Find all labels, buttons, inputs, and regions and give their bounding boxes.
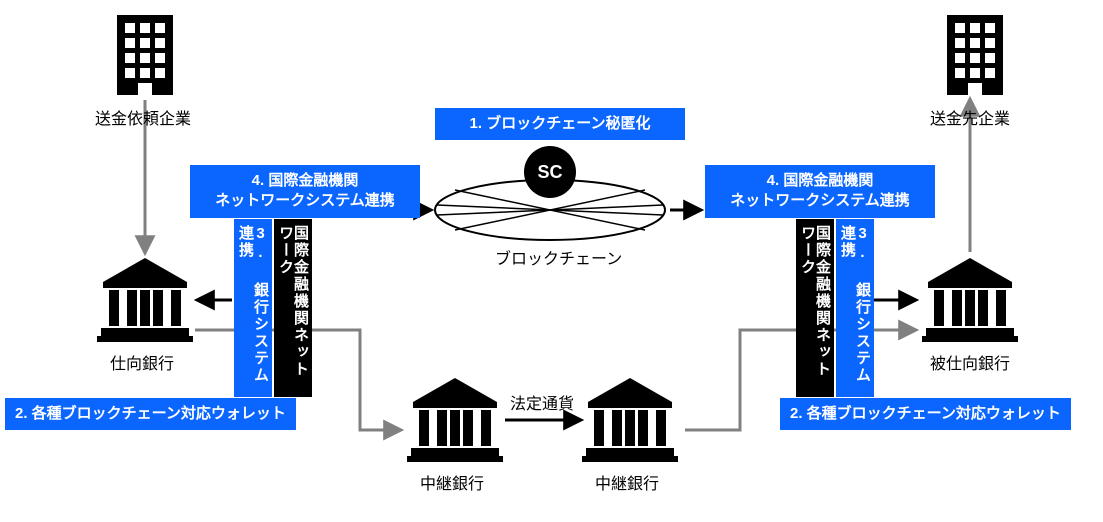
label-receiver-bank: 被仕向銀行 [930, 350, 1010, 374]
bank-icon [922, 258, 1018, 342]
box-banksys-right: 3. 銀行システム連携 [836, 219, 874, 397]
box-banksys-left-text: 3. 銀行システム連携 [238, 225, 268, 391]
box-intl-right: 4. 国際金融機関 ネットワークシステム連携 [705, 165, 935, 218]
box-netw-left: 国際金融機関ネットワーク [274, 219, 312, 397]
box-intl-right-text: 4. 国際金融機関 ネットワークシステム連携 [730, 171, 910, 212]
label-receiver-company: 送金先企業 [930, 105, 1010, 129]
box-netw-left-text: 国際金融機関ネットワーク [278, 225, 308, 391]
box-wallet-right-text: 2. 各種ブロックチェーン対応ウォレット [790, 404, 1061, 424]
bank-icon [582, 378, 678, 462]
box-wallet-left: 2. 各種ブロックチェーン対応ウォレット [5, 398, 296, 430]
office-building-icon [947, 15, 1003, 95]
box-title: 1. ブロックチェーン秘匿化 [435, 108, 685, 140]
box-wallet-left-text: 2. 各種ブロックチェーン対応ウォレット [15, 404, 286, 424]
box-banksys-left: 3. 銀行システム連携 [234, 219, 272, 397]
bank-icon [407, 378, 503, 462]
label-relay-bank-1: 中継銀行 [420, 470, 484, 494]
box-intl-left-text: 4. 国際金融機関 ネットワークシステム連携 [215, 171, 395, 212]
label-sender-bank: 仕向銀行 [110, 350, 174, 374]
bank-icon [97, 258, 193, 342]
box-netw-right-text: 国際金融機関ネットワーク [800, 225, 830, 391]
label-fiat: 法定通貨 [510, 390, 574, 414]
box-wallet-right: 2. 各種ブロックチェーン対応ウォレット [780, 398, 1071, 430]
office-building-icon [117, 15, 173, 95]
label-sender-company: 送金依頼企業 [95, 105, 191, 129]
sc-badge: SC [524, 146, 576, 198]
box-banksys-right-text: 3. 銀行システム連携 [840, 225, 870, 391]
box-netw-right: 国際金融機関ネットワーク [796, 219, 834, 397]
box-title-text: 1. ブロックチェーン秘匿化 [470, 114, 651, 134]
sc-text: SC [537, 162, 562, 183]
box-intl-left: 4. 国際金融機関 ネットワークシステム連携 [190, 165, 420, 218]
label-blockchain: ブロックチェーン [495, 245, 622, 269]
label-relay-bank-2: 中継銀行 [595, 470, 659, 494]
